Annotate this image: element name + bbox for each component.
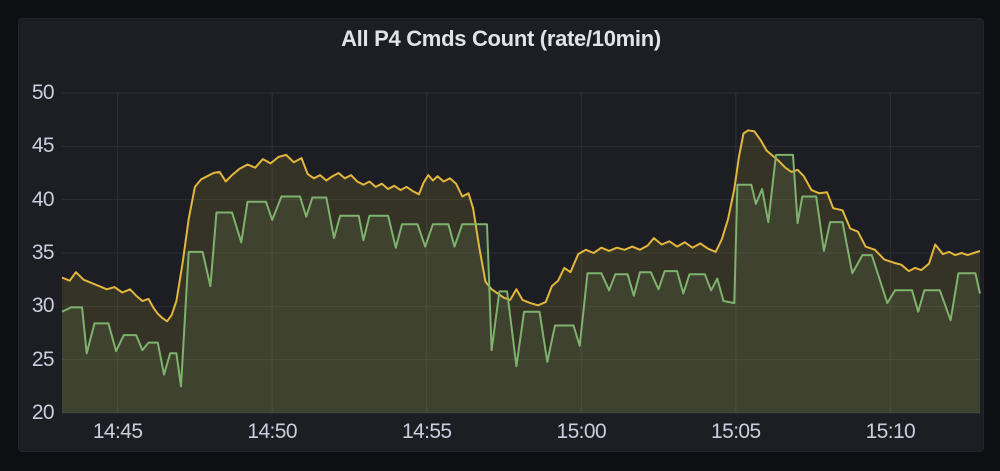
green-series-area: [62, 154, 980, 413]
y-tick-40: 40: [31, 187, 55, 211]
yellow-series-area: [62, 130, 980, 414]
x-tick-15:00: 15:00: [556, 420, 607, 443]
x-tick-14:50: 14:50: [247, 420, 297, 443]
y-tick-50: 50: [31, 81, 55, 104]
y-tick-30: 30: [31, 294, 55, 318]
y-tick-45: 45: [31, 134, 55, 158]
panel-title[interactable]: All P4 Cmds Count (rate/10min): [341, 26, 661, 51]
chart-panel: [18, 18, 984, 452]
x-tick-15:05: 15:05: [711, 420, 761, 443]
y-tick-35: 35: [31, 241, 55, 264]
green-series-line: [61, 153, 981, 388]
y-tick-25: 25: [31, 347, 55, 371]
x-tick-14:55: 14:55: [401, 420, 452, 443]
x-tick-15:10: 15:10: [865, 420, 916, 443]
y-tick-20: 20: [31, 401, 55, 424]
x-tick-14:45: 14:45: [92, 420, 143, 443]
yellow-series-line: [61, 129, 981, 323]
